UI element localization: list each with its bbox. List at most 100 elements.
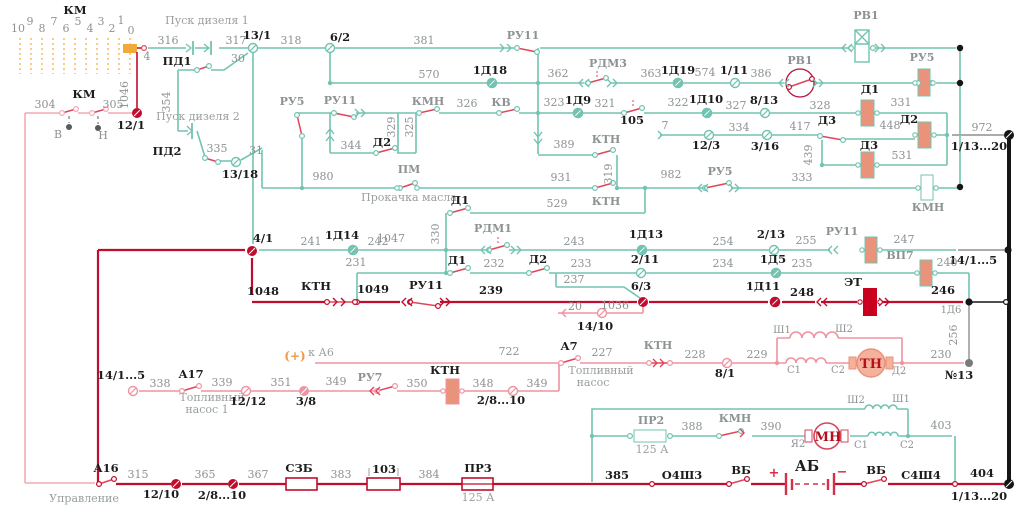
diagram-label: РУ5	[910, 51, 935, 64]
diagram-label: 304	[35, 98, 56, 111]
junction-dot	[956, 44, 964, 52]
arrow-chevron	[812, 78, 818, 88]
arrow-chevron	[778, 78, 784, 88]
diagram-label: 14/1...5	[97, 368, 145, 382]
junction-dot	[443, 247, 449, 253]
arrow-chevron	[360, 108, 366, 118]
d1-coil	[860, 99, 875, 127]
ktn-coil	[445, 378, 460, 405]
arrow-chevron	[847, 43, 853, 53]
contact	[447, 265, 472, 277]
diagram-label: 1/11	[720, 63, 748, 77]
terminal-filled	[247, 246, 257, 256]
diagram-label: 403	[931, 419, 952, 432]
arrow-chevron	[480, 245, 486, 255]
diagram-label: 231	[346, 256, 367, 269]
diagram-label: 6/2	[330, 30, 350, 44]
symbols-layer	[58, 42, 1014, 489]
diagram-label: С1	[787, 365, 801, 376]
terminal	[507, 385, 519, 397]
diagram-label: Ш2	[835, 324, 853, 335]
junction-dot	[535, 80, 541, 86]
contact	[591, 180, 616, 192]
diagram-label: Управление	[49, 492, 119, 505]
diagram-label: А17	[178, 367, 203, 381]
diagram-label: 12/10	[143, 487, 179, 501]
diode	[347, 244, 359, 256]
contact	[88, 105, 109, 116]
junction-dot	[443, 270, 449, 276]
diagram-label: 390	[761, 420, 782, 433]
diagram-label: +	[769, 466, 780, 481]
diagram-label: МН	[815, 430, 842, 445]
diagram-label: О4Ш3	[662, 468, 703, 482]
diagram-label: 30	[231, 52, 245, 65]
diagram-label: 7	[662, 119, 669, 132]
node	[666, 433, 673, 440]
arrow-chevron	[506, 43, 512, 53]
diagram-label: к А6	[308, 346, 334, 359]
node	[874, 162, 880, 168]
d3-coil	[860, 151, 875, 179]
diagram-label: 8/13	[750, 93, 778, 107]
diagram-label: Д2	[529, 252, 547, 266]
terminal	[761, 129, 773, 141]
node	[951, 481, 958, 488]
diagram-label: 1048	[247, 284, 279, 298]
diagram-label: 439	[802, 145, 815, 166]
node	[459, 388, 465, 394]
diagram-label: 339	[212, 376, 233, 389]
contact	[58, 105, 79, 116]
diagram-label: 9	[27, 15, 34, 28]
node	[855, 162, 861, 168]
node	[141, 44, 148, 51]
diagram-label: АБ	[795, 458, 819, 475]
diagram-label: РУ11	[826, 225, 859, 238]
diagram-label: Я2	[791, 439, 805, 450]
arrow-chevron	[612, 78, 618, 88]
diagram-label: Ш1	[773, 325, 791, 336]
tn-motor	[848, 348, 894, 378]
diagram-label: ВП7	[886, 249, 913, 262]
contact	[725, 476, 750, 488]
node	[874, 110, 880, 116]
arrow-chevron	[325, 134, 335, 142]
arrow-chevron	[332, 297, 338, 307]
contact	[202, 155, 222, 166]
diagram-label: 386	[751, 67, 772, 80]
diagram-label: 1047	[377, 232, 405, 245]
arrow-chevron	[340, 297, 346, 307]
diagram-label: 229	[747, 348, 768, 361]
node	[915, 185, 921, 191]
junction-dot	[642, 185, 648, 191]
diode	[701, 107, 713, 119]
km-position-indicator	[123, 44, 137, 53]
diagram-label: 344	[341, 139, 362, 152]
node	[857, 299, 863, 305]
mn-motor	[804, 422, 849, 450]
node	[877, 299, 883, 305]
diagram-label: КМ	[72, 87, 95, 101]
diagram-label: 20	[568, 300, 582, 313]
diagram-label: РУ7	[358, 371, 383, 384]
diagram-label: 242	[368, 235, 389, 248]
junction-dot	[535, 110, 541, 116]
diagram-label: Д1	[451, 193, 469, 207]
junction-dot	[905, 433, 911, 439]
diagram-label: 362	[548, 67, 569, 80]
diagram-label: С2	[900, 440, 914, 451]
diagram-label: КТН	[430, 363, 460, 377]
arrow-chevron	[445, 297, 451, 307]
diagram-label: РВ1	[853, 9, 878, 22]
diagram-label: 329	[385, 117, 398, 138]
diagram-label: 228	[685, 348, 706, 361]
diagram-label: 243	[564, 235, 585, 248]
junction-dot	[589, 433, 595, 439]
node	[877, 247, 883, 253]
diagram-label: Пуск дизеля 1	[165, 14, 249, 27]
diagram-label: 384	[419, 468, 440, 481]
node	[869, 44, 876, 51]
contact	[331, 109, 358, 120]
node	[440, 388, 446, 394]
node	[933, 185, 939, 191]
